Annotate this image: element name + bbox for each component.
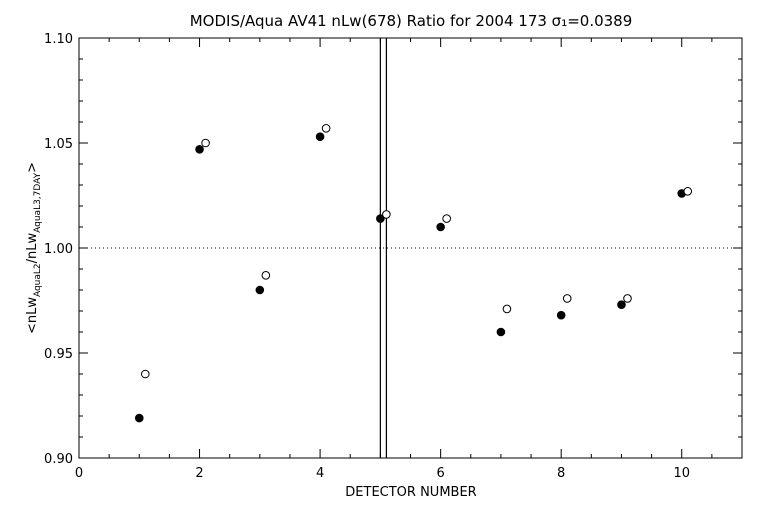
x-tick-label: 4: [316, 466, 324, 481]
data-point-open: [623, 294, 632, 303]
y-tick-label: 0.90: [44, 452, 73, 467]
y-tick-label: 1.10: [44, 32, 73, 47]
y-axis-label-part1: <nLw: [25, 297, 40, 334]
axes: 0 2 4 6 8 10 0.90 0.95 1.00 1.05 1.10: [44, 32, 743, 481]
y-axis-label-part3: >: [25, 162, 40, 173]
data-point-open: [261, 271, 271, 280]
x-tick-label: 2: [195, 466, 203, 481]
data-point-filled: [617, 300, 626, 310]
data-point-open: [442, 214, 451, 223]
y-axis-label-sub2: AquaL3,7DAY: [33, 172, 43, 232]
data-point-filled: [315, 132, 325, 141]
data-point-open: [201, 138, 210, 148]
data-point-filled: [255, 285, 265, 295]
y-axis-label-part2: /nLw: [25, 232, 40, 263]
reference-lines: [79, 38, 742, 458]
data-point-filled: [195, 145, 204, 154]
data-point-filled: [134, 413, 144, 423]
x-tick-label: 8: [557, 466, 565, 481]
data-point-filled: [436, 222, 445, 232]
chart-title: MODIS/Aqua AV41 nLw(678) Ratio for 2004 …: [190, 12, 633, 30]
data-point-open: [502, 304, 512, 314]
plot-frame: [78, 37, 743, 459]
y-tick-label: 1.00: [44, 242, 73, 257]
data-point-open: [562, 294, 572, 303]
data-point-filled: [496, 327, 506, 337]
x-tick-label: 10: [673, 466, 690, 481]
x-tick-label: 6: [436, 466, 444, 481]
data-point-open: [683, 187, 693, 196]
y-axis-label-sub1: AquaL2: [33, 263, 43, 297]
data-points: [134, 124, 693, 423]
x-tick-label: 0: [75, 466, 83, 481]
data-point-open: [321, 124, 331, 133]
data-point-open: [141, 369, 150, 379]
x-axis-label: DETECTOR NUMBER: [345, 485, 476, 500]
data-point-filled: [376, 214, 385, 223]
y-tick-label: 0.95: [44, 347, 73, 362]
data-point-filled: [556, 310, 566, 320]
y-tick-label: 1.05: [44, 137, 73, 152]
data-point-open: [382, 210, 391, 219]
y-axis-label: <nLwAquaL2/nLwAquaL3,7DAY>: [25, 162, 43, 334]
